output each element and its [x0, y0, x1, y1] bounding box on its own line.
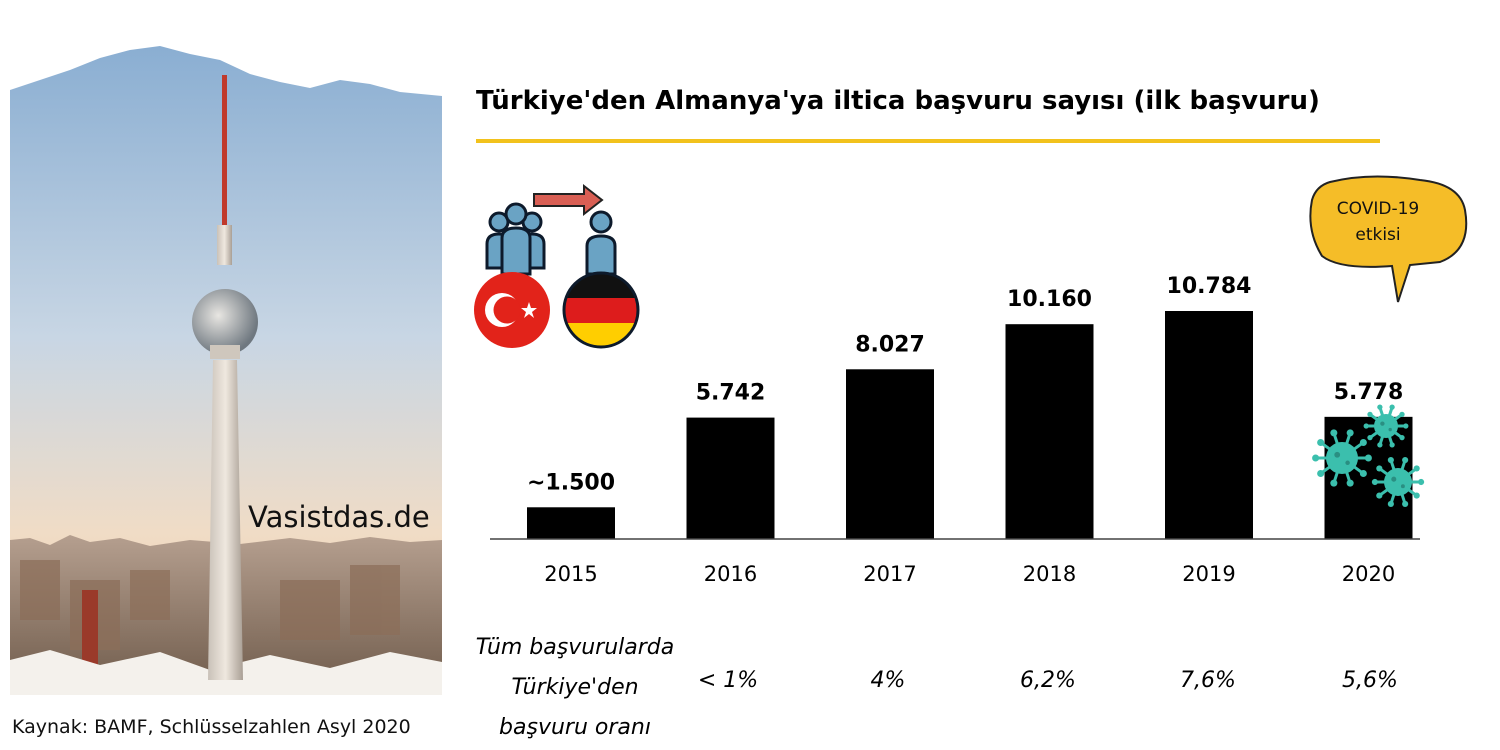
data-label-2020: 5.778	[1334, 380, 1404, 405]
arrow-right-icon	[533, 183, 604, 217]
share-row-label: Tüm başvurularda Türkiye'den başvuru ora…	[462, 628, 688, 748]
share-value-2017: 4%	[870, 668, 906, 693]
covid-speech-bubble	[1309, 175, 1468, 303]
data-label-2018: 10.160	[1007, 287, 1092, 312]
people-migration-icon	[474, 183, 640, 349]
x-tick-label-2017: 2017	[863, 562, 916, 586]
data-label-2015: ~1.500	[527, 470, 615, 495]
bar-2016	[686, 417, 775, 539]
brand-watermark: Vasistdas.de	[248, 500, 430, 534]
x-tick-label-2019: 2019	[1182, 562, 1235, 586]
bar-2017	[846, 369, 934, 539]
turkey-flag-icon	[474, 272, 550, 348]
share-value-2016: < 1%	[697, 668, 759, 693]
data-label-2019: 10.784	[1167, 274, 1252, 299]
bar-chart: ~1.500 2015 5.742 2016 8.027 2017 10.160 2018 10…	[490, 274, 1425, 586]
source-note: Kaynak: BAMF, Schlüsselzahlen Asyl 2020	[12, 716, 411, 738]
bar-2015	[527, 507, 615, 539]
virus-icon	[1363, 404, 1409, 448]
share-value-2019: 7,6%	[1180, 668, 1236, 693]
title-underline	[476, 139, 1380, 143]
x-tick-label-2018: 2018	[1023, 562, 1076, 586]
covid-note: COVID-19 etkisi	[1322, 196, 1434, 248]
x-tick-label-2016: 2016	[704, 562, 757, 586]
share-label-line: Türkiye'den	[511, 675, 639, 700]
covid-note-line1: COVID-19	[1336, 199, 1420, 219]
data-label-2016: 5.742	[696, 381, 766, 406]
share-value-2018: 6,2%	[1020, 668, 1076, 693]
x-tick-label-2015: 2015	[544, 562, 597, 586]
chart-title: Türkiye'den Almanya'ya iltica başvuru sa…	[476, 86, 1320, 116]
bar-2018	[1005, 324, 1094, 539]
data-label-2017: 8.027	[855, 332, 925, 357]
virus-icon	[1371, 456, 1425, 508]
share-label-line: Tüm başvurularda	[475, 635, 675, 660]
share-value-2020: 5,6%	[1342, 668, 1398, 693]
share-label-line: başvuru oranı	[499, 715, 651, 740]
bar-2019	[1165, 311, 1253, 539]
covid-note-line2: etkisi	[1355, 225, 1401, 245]
x-tick-label-2020: 2020	[1342, 562, 1395, 586]
virus-icon	[1312, 429, 1372, 487]
berlin-tv-tower-photo	[10, 40, 442, 695]
